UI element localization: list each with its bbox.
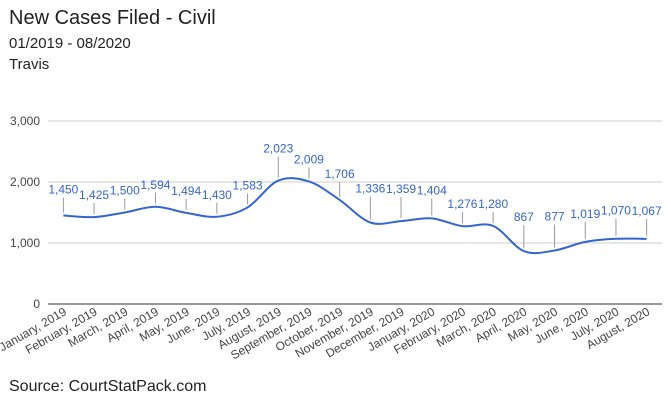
data-label: 1,430 [202,188,232,202]
data-label: 1,404 [417,183,447,197]
y-axis-tick-labels: 0 1,000 2,000 3,000 [10,114,40,311]
data-label: 1,706 [325,167,355,181]
data-label: 1,070 [601,204,631,218]
y-tick-label: 3,000 [10,114,40,128]
data-label: 867 [514,210,534,224]
data-label: 1,336 [355,182,385,196]
chart-date-range: 01/2019 - 08/2020 [9,35,131,52]
data-label: 877 [545,210,565,224]
data-label: 1,450 [48,183,78,197]
data-label: 1,276 [447,197,477,211]
data-label: 1,494 [171,184,201,198]
data-label: 1,067 [632,204,662,218]
data-label: 1,500 [110,184,140,198]
source-credit: Source: CourtStatPack.com [9,378,207,395]
label-leaders [62,156,648,249]
data-label: 2,009 [294,152,324,166]
chart-region: Travis [9,56,50,73]
y-tick-label: 2,000 [10,175,40,189]
y-tick-label: 0 [33,297,40,311]
data-series [63,177,647,255]
data-label: 2,023 [263,142,293,156]
data-label: 1,359 [386,182,416,196]
data-label: 1,280 [478,197,508,211]
chart-title: New Cases Filed - Civil [9,7,216,29]
series-line [63,177,647,255]
gridlines [48,120,662,244]
data-label: 1,594 [140,178,170,192]
data-label: 1,019 [570,207,600,221]
data-label: 1,583 [233,178,263,192]
y-tick-label: 1,000 [10,236,40,250]
data-label: 1,425 [79,188,109,202]
